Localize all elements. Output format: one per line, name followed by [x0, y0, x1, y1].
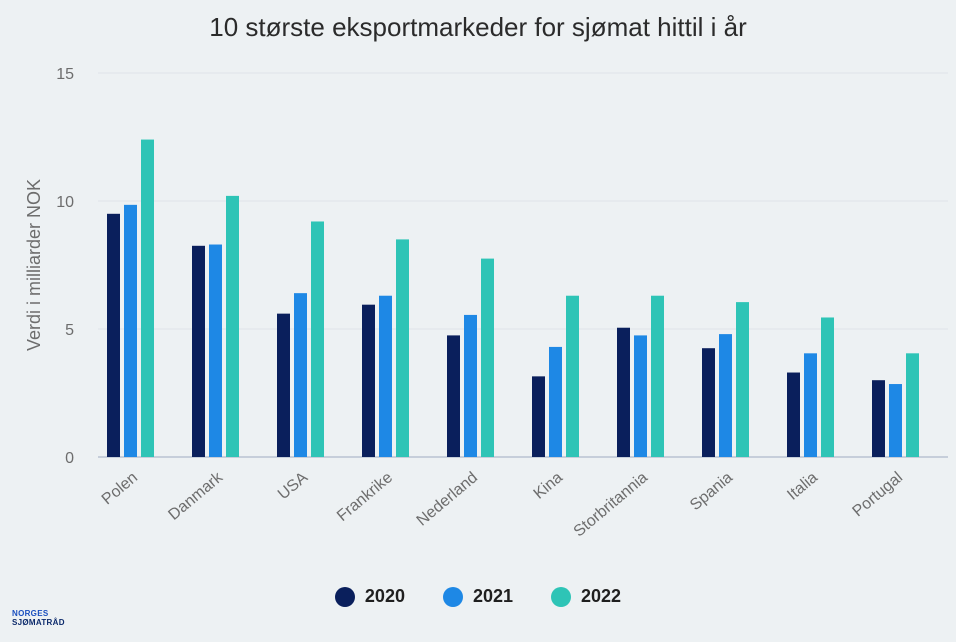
x-tick-label: Nederland — [414, 469, 481, 529]
chart-title: 10 største eksportmarkeder for sjømat hi… — [209, 12, 747, 42]
bar-2020-danmark[interactable] — [192, 245, 205, 457]
x-tick-label: Danmark — [165, 468, 226, 523]
bar-2021-nederland[interactable] — [464, 314, 477, 457]
bar-2021-usa[interactable] — [294, 293, 307, 457]
norges-sjomatrad-logo: NORGES SJØMATRÅD — [12, 609, 65, 627]
legend-swatch — [442, 586, 463, 607]
bar-2020-portugal[interactable] — [872, 380, 885, 457]
y-tick-label: 15 — [56, 66, 74, 83]
bar-2022-spania[interactable] — [736, 302, 749, 457]
bar-2021-polen[interactable] — [124, 204, 137, 457]
bar-2021-frankrike[interactable] — [379, 295, 392, 457]
bar-2021-kina[interactable] — [549, 346, 562, 457]
x-tick-label: Spania — [687, 469, 736, 514]
bar-2020-frankrike[interactable] — [362, 304, 375, 457]
y-tick-label: 10 — [56, 194, 74, 211]
x-tick-label: Polen — [99, 469, 141, 508]
bar-2020-storbritannia[interactable] — [617, 327, 630, 457]
bar-2022-danmark[interactable] — [226, 195, 239, 457]
bar-2020-polen[interactable] — [107, 213, 120, 457]
legend-label: 2022 — [581, 586, 622, 606]
y-tick-label: 0 — [65, 450, 74, 467]
x-tick-label: Storbritannia — [571, 469, 651, 540]
x-tick-label: Kina — [531, 469, 567, 503]
legend-swatch — [551, 586, 572, 607]
legend-item-2020[interactable]: 2020 — [334, 586, 405, 607]
bar-2021-danmark[interactable] — [209, 244, 222, 457]
bar-2022-kina[interactable] — [566, 295, 579, 457]
legend-label: 2020 — [364, 586, 405, 606]
bar-2022-frankrike[interactable] — [396, 239, 409, 457]
bar-2022-italia[interactable] — [821, 317, 834, 457]
chart-legend: 2020 2021 2022 — [0, 586, 956, 607]
bar-2021-spania[interactable] — [719, 334, 732, 457]
x-tick-label: Frankrike — [334, 469, 396, 525]
x-tick-label: USA — [275, 469, 311, 503]
x-tick-label: Italia — [784, 469, 821, 504]
bar-2020-usa[interactable] — [277, 313, 290, 457]
bar-2020-italia[interactable] — [787, 372, 800, 457]
bar-2022-storbritannia[interactable] — [651, 295, 664, 457]
y-tick-label: 5 — [65, 322, 74, 339]
logo-line-2: SJØMATRÅD — [12, 618, 65, 627]
y-axis-title: Verdi i milliarder NOK — [24, 179, 44, 351]
bar-2022-polen[interactable] — [141, 139, 154, 457]
legend-label: 2021 — [472, 586, 514, 606]
legend-item-2021[interactable]: 2021 — [442, 586, 514, 607]
legend-swatch — [334, 586, 355, 607]
legend-item-2022[interactable]: 2022 — [551, 586, 621, 607]
bar-2022-portugal[interactable] — [906, 353, 919, 457]
bar-2020-spania[interactable] — [702, 348, 715, 457]
bar-2022-nederland[interactable] — [481, 258, 494, 457]
bar-2020-nederland[interactable] — [447, 335, 460, 457]
bar-2020-kina[interactable] — [532, 376, 545, 457]
bar-2021-storbritannia[interactable] — [634, 335, 647, 457]
bar-2021-italia[interactable] — [804, 353, 817, 457]
x-tick-label: Portugal — [849, 469, 906, 520]
bar-2022-usa[interactable] — [311, 221, 324, 457]
bar-2021-portugal[interactable] — [889, 384, 902, 457]
logo-line-1: NORGES — [12, 609, 49, 618]
